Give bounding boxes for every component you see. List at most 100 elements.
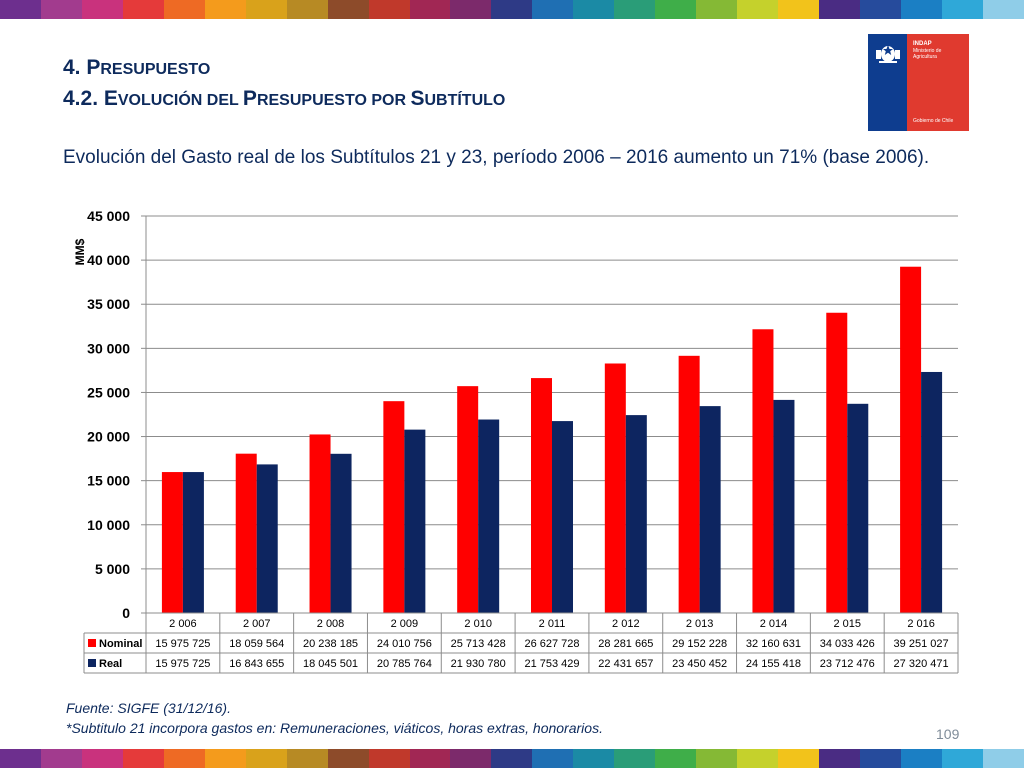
data-label-real: 15 975 725	[155, 658, 210, 670]
data-label-nominal: 24 010 756	[377, 638, 432, 650]
bar-nominal	[457, 386, 479, 613]
logo-blue-panel	[868, 34, 907, 131]
section-title-rest: RESUPUESTO	[100, 61, 211, 78]
subsection-title-part: RESUPUESTO POR	[256, 92, 411, 109]
data-label-real: 21 930 780	[451, 658, 506, 670]
stripe-segment	[450, 749, 492, 768]
data-label-real: 22 431 657	[598, 658, 653, 670]
stripe-segment	[204, 0, 246, 19]
y-tick-label: 40 000	[87, 252, 130, 268]
bar-real	[699, 406, 721, 613]
stripe-segment	[655, 0, 697, 19]
stripe-segment	[778, 0, 820, 19]
y-axis-label: MM$	[73, 238, 87, 265]
bar-real	[256, 464, 278, 613]
page-number: 109	[936, 726, 960, 742]
bar-real	[625, 415, 647, 613]
subsection-title-part: 4.2. E	[63, 87, 118, 110]
stripe-segment	[40, 749, 82, 768]
data-label-nominal: 29 152 228	[672, 638, 727, 650]
bar-nominal	[309, 434, 331, 613]
stripe-segment	[573, 749, 615, 768]
stripe-segment	[982, 749, 1024, 768]
stripe-segment	[368, 0, 410, 19]
logo-red-panel: INDAP Ministerio de Agricultura Gobierno…	[907, 34, 969, 131]
data-label-nominal: 15 975 725	[155, 638, 210, 650]
data-label-real: 21 753 429	[524, 658, 579, 670]
stripe-segment	[40, 0, 82, 19]
section-title-prefix: 4. P	[63, 56, 101, 79]
bar-nominal	[235, 453, 257, 613]
category-label: 2 006	[169, 618, 197, 630]
category-label: 2 015	[834, 618, 862, 630]
data-label-nominal: 20 238 185	[303, 638, 358, 650]
stripe-segment	[696, 749, 738, 768]
logo-org-name: INDAP	[913, 41, 932, 47]
y-tick-label: 5 000	[95, 561, 130, 577]
subsection-title: 4.2. EVOLUCIÓN DEL PRESUPUESTO POR SUBTÍ…	[63, 87, 505, 111]
coat-of-arms-icon	[875, 45, 900, 63]
data-label-real: 27 320 471	[894, 658, 949, 670]
stripe-segment	[491, 749, 533, 768]
stripe-segment	[819, 0, 861, 19]
data-label-nominal: 32 160 631	[746, 638, 801, 650]
stripe-segment	[327, 749, 369, 768]
category-label: 2 016	[907, 618, 935, 630]
stripe-segment	[655, 749, 697, 768]
stripe-segment	[696, 0, 738, 19]
stripe-segment	[982, 0, 1024, 19]
data-label-real: 23 712 476	[820, 658, 875, 670]
section-title: 4. PRESUPUESTO	[63, 56, 210, 80]
stripe-segment	[900, 749, 942, 768]
stripe-segment	[327, 0, 369, 19]
subsection-title-part: UBTÍTULO	[424, 92, 506, 109]
stripe-segment	[532, 749, 574, 768]
data-label-real: 24 155 418	[746, 658, 801, 670]
budget-bar-chart: 0 5 000 10 000 15 000 20 000 25 000 30 000 35 0…	[73, 208, 959, 674]
subtitle-note: *Subtitulo 21 incorpora gastos en: Remun…	[66, 720, 603, 736]
data-label-nominal: 34 033 426	[820, 638, 875, 650]
stripe-segment	[204, 749, 246, 768]
bar-nominal	[531, 378, 552, 613]
category-label: 2 010	[464, 618, 492, 630]
stripe-segment	[941, 749, 983, 768]
data-label-nominal: 39 251 027	[894, 638, 949, 650]
stripe-segment	[450, 0, 492, 19]
data-label-nominal: 25 713 428	[451, 638, 506, 650]
data-label-real: 23 450 452	[672, 658, 727, 670]
category-label: 2 011	[539, 618, 566, 630]
stripe-segment	[614, 0, 656, 19]
top-color-stripe	[0, 0, 1024, 19]
logo-ministry: Ministerio de Agricultura	[913, 48, 942, 60]
bar-nominal	[678, 355, 700, 613]
indap-logo: INDAP Ministerio de Agricultura Gobierno…	[868, 34, 969, 131]
stripe-segment	[245, 0, 287, 19]
stripe-segment	[122, 749, 164, 768]
stripe-segment	[409, 0, 451, 19]
legend-swatch-nominal	[88, 639, 96, 647]
data-label-nominal: 26 627 728	[524, 638, 579, 650]
y-tick-label: 10 000	[87, 517, 130, 533]
bar-nominal	[900, 266, 922, 613]
y-tick-label: 15 000	[87, 473, 130, 489]
bar-real	[552, 421, 573, 613]
category-label: 2 009	[391, 618, 419, 630]
source-note: Fuente: SIGFE (31/12/16).	[66, 700, 231, 716]
y-tick-label: 45 000	[87, 208, 130, 224]
bar-real	[404, 429, 426, 613]
category-label: 2 014	[760, 618, 788, 630]
legend-label-real: Real	[99, 658, 122, 670]
y-tick-label: 0	[122, 605, 130, 621]
bar-real	[182, 472, 204, 613]
subsection-title-part: VOLUCIÓN DEL	[117, 92, 243, 109]
stripe-segment	[614, 749, 656, 768]
data-label-nominal: 28 281 665	[598, 638, 653, 650]
y-tick-label: 30 000	[87, 340, 130, 356]
bar-nominal	[383, 401, 405, 613]
subsection-title-part: P	[242, 87, 257, 110]
data-label-real: 18 045 501	[303, 658, 358, 670]
stripe-segment	[245, 749, 287, 768]
stripe-segment	[368, 749, 410, 768]
intro-paragraph: Evolución del Gasto real de los Subtítul…	[63, 147, 930, 168]
bottom-color-stripe	[0, 749, 1024, 768]
